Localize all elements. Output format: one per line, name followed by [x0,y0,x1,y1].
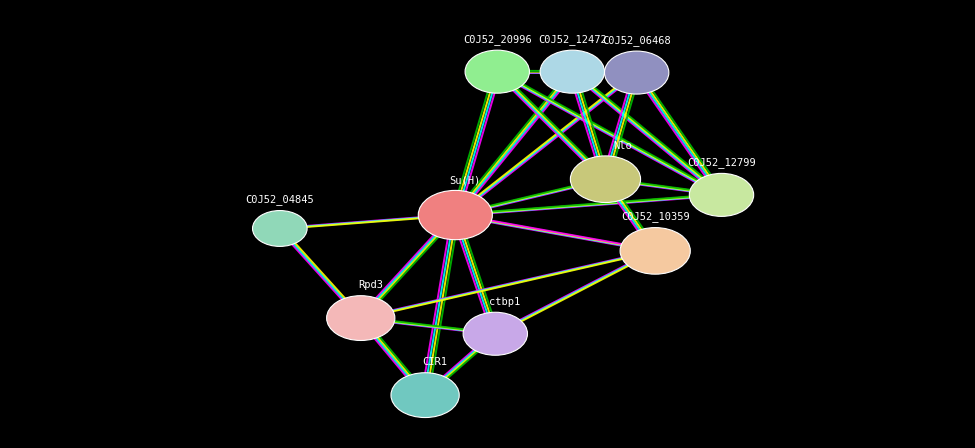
Text: CIR1: CIR1 [422,358,448,367]
Ellipse shape [391,373,459,418]
Ellipse shape [463,312,527,355]
Text: C0J52_10359: C0J52_10359 [621,211,689,222]
Ellipse shape [418,190,492,240]
Text: Su(H): Su(H) [449,175,481,185]
Ellipse shape [327,296,395,340]
Ellipse shape [604,51,669,94]
Ellipse shape [465,50,529,93]
Text: C0J52_06468: C0J52_06468 [603,35,671,46]
Text: Rpd3: Rpd3 [358,280,383,290]
Ellipse shape [253,211,307,246]
Text: C0J52_12799: C0J52_12799 [687,157,756,168]
Ellipse shape [689,173,754,216]
Text: C0J52_12472: C0J52_12472 [538,34,606,45]
Text: ctbp1: ctbp1 [489,297,521,307]
Text: C0J52_20996: C0J52_20996 [463,34,531,45]
Text: Nlo: Nlo [613,141,633,151]
Ellipse shape [540,50,604,93]
Text: C0J52_04845: C0J52_04845 [246,194,314,205]
Ellipse shape [570,156,641,202]
Ellipse shape [620,228,690,274]
